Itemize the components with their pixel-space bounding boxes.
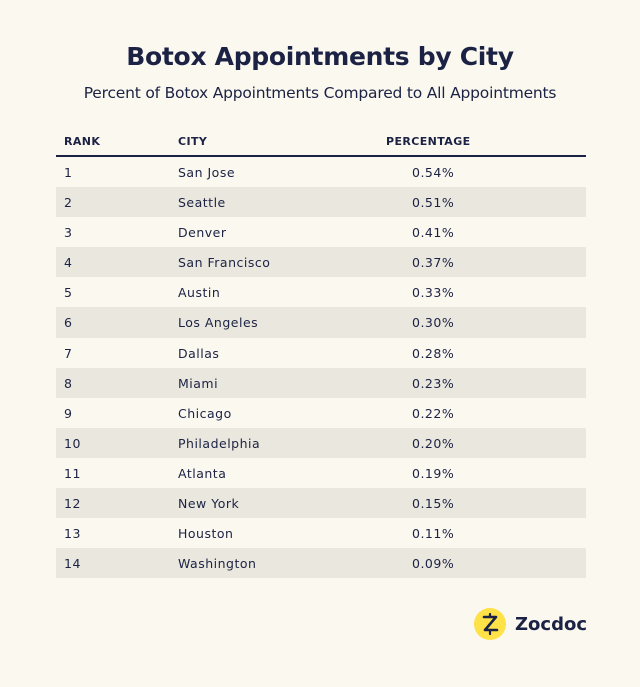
table-row: 8 Miami 0.23%	[56, 367, 586, 398]
chart-title: Botox Appointments by City	[126, 42, 514, 71]
table-row: 5 Austin 0.33%	[56, 277, 586, 307]
percentage-cell: 0.15%	[412, 496, 455, 512]
city-cell: Miami	[178, 375, 219, 391]
city-cell: Chicago	[178, 405, 232, 421]
rank-cell: 7	[64, 345, 73, 361]
data-table: RANK CITY PERCENTAGE 1 San Jose 0.54% 2 Seat…	[56, 124, 586, 579]
city-cell: San Jose	[178, 165, 236, 180]
zocdoc-logo-icon	[474, 608, 506, 640]
chart-subtitle: Percent of Botox Appointments Compared t…	[83, 84, 557, 102]
percentage-cell: 0.11%	[412, 526, 455, 542]
zocdoc-wordmark: Zocdoc	[515, 613, 588, 635]
table-row: 11 Atlanta 0.19%	[56, 458, 586, 488]
table-row: 13 Houston 0.11%	[56, 518, 586, 548]
table-row: 3 Denver 0.41%	[56, 217, 586, 247]
rank-cell: 12	[64, 496, 81, 512]
city-cell: Houston	[178, 526, 234, 542]
rank-cell: 11	[64, 465, 81, 481]
rank-cell: 1	[64, 165, 73, 180]
percentage-cell: 0.33%	[412, 285, 455, 301]
table-row: 4 San Francisco 0.37%	[56, 247, 586, 278]
rank-cell: 5	[64, 285, 73, 301]
percentage-cell: 0.19%	[412, 465, 455, 481]
percentage-cell: 0.09%	[412, 556, 455, 572]
city-cell: Denver	[178, 225, 227, 241]
table-header: RANK CITY PERCENTAGE	[56, 124, 586, 157]
table-body: 1 San Jose 0.54% 2 Seattle 0.51% 3 Denver 0.41% 4…	[56, 157, 586, 579]
rank-cell: 14	[64, 556, 81, 572]
percentage-cell: 0.54%	[412, 165, 455, 180]
city-cell: Philadelphia	[178, 435, 261, 451]
percentage-cell: 0.22%	[412, 405, 455, 421]
rank-cell: 13	[64, 526, 81, 542]
column-header-city: CITY	[178, 135, 208, 148]
rank-cell: 6	[64, 315, 73, 331]
table-row: 10 Philadelphia 0.20%	[56, 427, 586, 458]
city-cell: Dallas	[178, 345, 220, 361]
city-cell: Washington	[178, 556, 257, 572]
table-row: 12 New York 0.15%	[56, 488, 586, 519]
city-cell: Seattle	[178, 195, 226, 211]
rank-cell: 10	[64, 435, 81, 451]
percentage-cell: 0.37%	[412, 255, 455, 271]
city-cell: Atlanta	[178, 465, 227, 481]
percentage-cell: 0.23%	[412, 375, 455, 391]
city-cell: New York	[178, 496, 240, 512]
rank-cell: 3	[64, 225, 73, 241]
table-row: 9 Chicago 0.22%	[56, 398, 586, 428]
city-cell: San Francisco	[178, 255, 271, 271]
rank-cell: 4	[64, 255, 73, 271]
percentage-cell: 0.20%	[412, 435, 455, 451]
city-cell: Los Angeles	[178, 315, 259, 331]
rank-cell: 2	[64, 195, 73, 211]
table-row: 2 Seattle 0.51%	[56, 187, 586, 218]
table-row: 6 Los Angeles 0.30%	[56, 307, 586, 338]
percentage-cell: 0.51%	[412, 195, 455, 211]
table-row: 7 Dallas 0.28%	[56, 338, 586, 368]
percentage-cell: 0.28%	[412, 345, 455, 361]
zocdoc-logo: Zocdoc	[474, 607, 587, 641]
rank-cell: 9	[64, 405, 73, 421]
column-header-rank: RANK	[64, 135, 101, 148]
percentage-cell: 0.41%	[412, 225, 455, 241]
column-header-percentage: PERCENTAGE	[386, 135, 471, 148]
percentage-cell: 0.30%	[412, 315, 455, 331]
city-cell: Austin	[178, 285, 221, 301]
rank-cell: 8	[64, 375, 73, 391]
table-row: 14 Washington 0.09%	[56, 548, 586, 579]
table-row: 1 San Jose 0.54%	[56, 157, 586, 187]
